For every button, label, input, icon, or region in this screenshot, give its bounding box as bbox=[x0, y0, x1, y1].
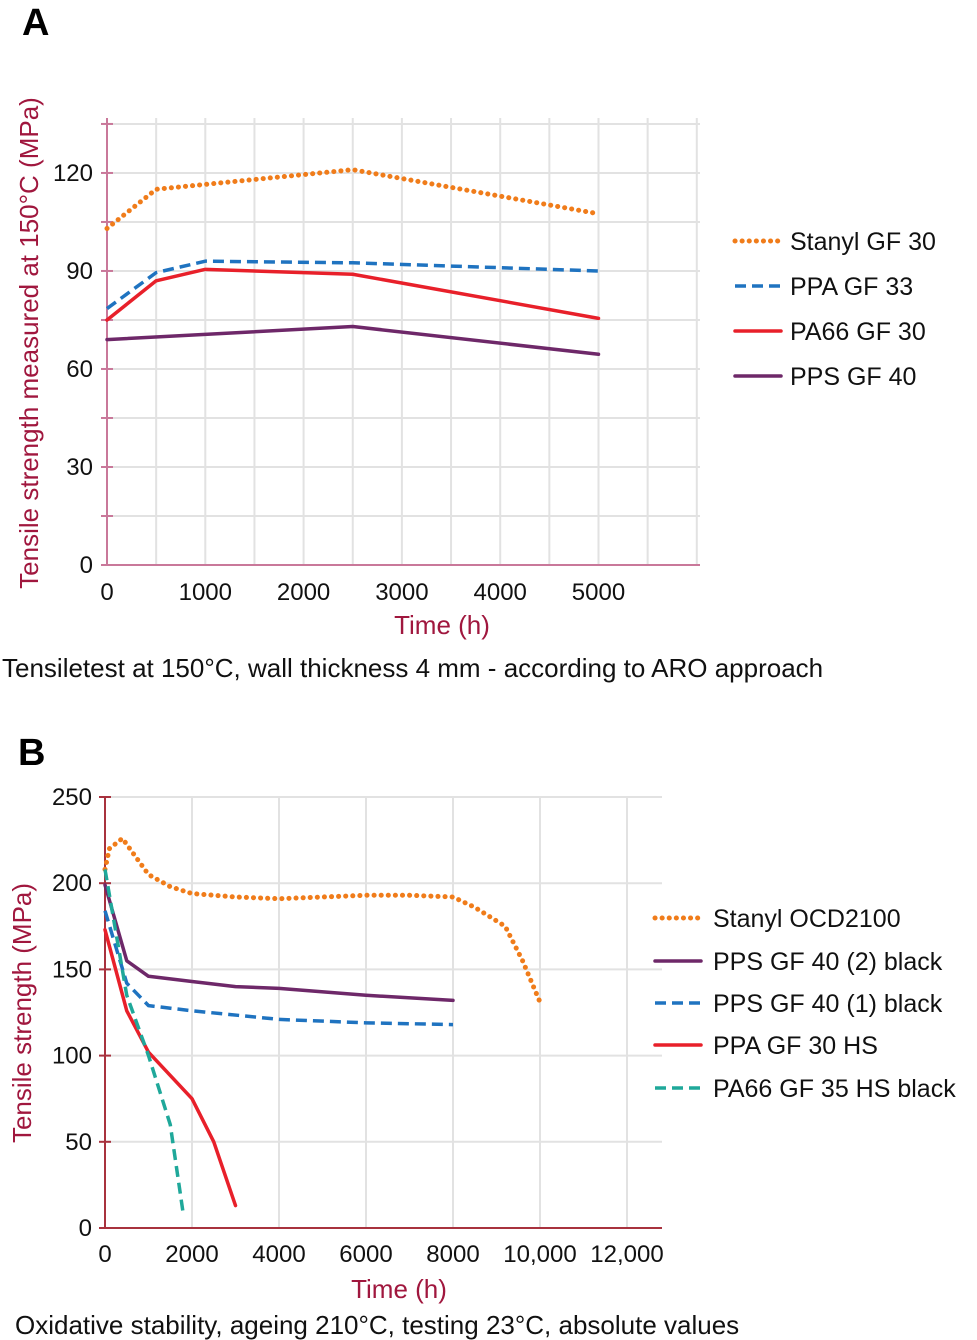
x-tick-label: 2000 bbox=[277, 579, 330, 606]
y-tick-label: 100 bbox=[52, 1043, 92, 1070]
series-line-ppa-gf-30-hs bbox=[103, 927, 238, 1208]
y-tick-label: 0 bbox=[79, 1215, 92, 1242]
y-tick-label: 150 bbox=[52, 956, 92, 983]
x-tick-label: 8000 bbox=[426, 1241, 479, 1268]
y-tick-label: 200 bbox=[52, 870, 92, 897]
x-tick-label: 6000 bbox=[339, 1241, 392, 1268]
y-tick-label: 120 bbox=[53, 160, 93, 187]
x-axis-label: Time (h) bbox=[351, 1274, 447, 1304]
legend-label: Stanyl GF 30 bbox=[790, 228, 936, 256]
chart-caption: Oxidative stability, ageing 210°C, testi… bbox=[15, 1310, 739, 1340]
legend-label: PPS GF 40 (2) black bbox=[713, 948, 943, 976]
series-line-stanyl-gf-30 bbox=[104, 167, 601, 231]
series-line-pa66-gf-35-hs-black bbox=[103, 869, 186, 1215]
x-tick-label: 1000 bbox=[179, 579, 232, 606]
legend-label: PPA GF 33 bbox=[790, 273, 913, 301]
legend-label: PPA GF 30 HS bbox=[713, 1032, 878, 1060]
x-tick-label: 12,000 bbox=[590, 1241, 663, 1268]
series-line-pa66-gf-30 bbox=[105, 267, 601, 322]
series-line-pps-gf-40 bbox=[105, 324, 601, 357]
legend-label: PA66 GF 35 HS black bbox=[713, 1075, 956, 1103]
x-tick-label: 4000 bbox=[474, 579, 527, 606]
legend-label: Stanyl OCD2100 bbox=[713, 905, 901, 933]
y-tick-label: 90 bbox=[66, 258, 93, 285]
series-line-pps-gf-40-2-black bbox=[103, 883, 455, 1003]
y-tick-label: 250 bbox=[52, 784, 92, 811]
x-tick-label: 5000 bbox=[572, 579, 625, 606]
legend-label: PPS GF 40 (1) black bbox=[713, 990, 943, 1018]
x-tick-label: 0 bbox=[100, 579, 113, 606]
x-tick-label: 3000 bbox=[375, 579, 428, 606]
y-tick-label: 30 bbox=[66, 454, 93, 481]
series-line-ppa-gf-33 bbox=[105, 259, 599, 310]
y-axis-label: Tensile strength measured at 150°C (MPa) bbox=[14, 97, 44, 589]
x-tick-label: 0 bbox=[98, 1241, 111, 1268]
x-tick-label: 2000 bbox=[165, 1241, 218, 1268]
legend-label: PPS GF 40 bbox=[790, 363, 916, 391]
x-tick-label: 4000 bbox=[252, 1241, 305, 1268]
y-tick-label: 60 bbox=[66, 356, 93, 383]
y-axis-label: Tensile strength (MPa) bbox=[7, 883, 37, 1143]
x-axis-label: Time (h) bbox=[394, 610, 490, 640]
y-tick-label: 0 bbox=[80, 552, 93, 579]
legend-label: PA66 GF 30 bbox=[790, 318, 926, 346]
series-line-stanyl-ocd2100 bbox=[102, 835, 543, 1005]
x-tick-label: 10,000 bbox=[503, 1241, 576, 1268]
panel-label: A bbox=[22, 2, 49, 44]
y-tick-label: 50 bbox=[65, 1129, 92, 1156]
series-line-pps-gf-40-1-black bbox=[103, 910, 454, 1027]
panel-label: B bbox=[18, 732, 45, 774]
chart-caption: Tensiletest at 150°C, wall thickness 4 m… bbox=[2, 653, 823, 683]
